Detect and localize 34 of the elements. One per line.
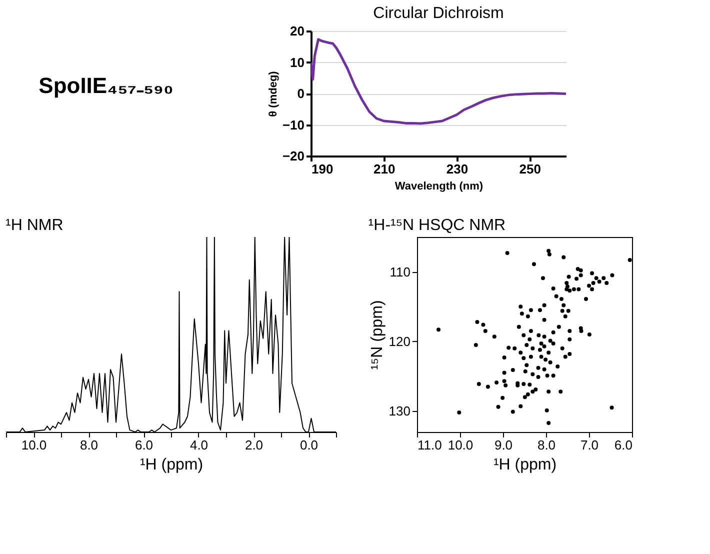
y-tick-label: −10 — [282, 117, 304, 132]
text: SpoIIE₄₅₇₋₅₉₀ — [38, 73, 174, 98]
y-tick-label: 110 — [390, 264, 410, 280]
y-tick-label: 130 — [388, 404, 410, 419]
x-tick-label: 250 — [519, 162, 541, 176]
y-tick-label: 10 — [290, 54, 304, 70]
y-tick-label: 20 — [290, 24, 304, 38]
chart-title: Circular Dichroism — [373, 5, 504, 22]
x-tick-label: 230 — [446, 162, 468, 176]
y-axis-title: ¹⁵N (ppm) — [368, 300, 386, 370]
x-tick-label: 4.0 — [190, 438, 208, 452]
x-tick-label: 9.0 — [494, 438, 513, 452]
y-tick-label: −20 — [282, 148, 304, 164]
y-tick-label: 0 — [297, 86, 304, 101]
line-series — [311, 38, 566, 125]
x-tick-label: 210 — [374, 162, 396, 176]
x-tick-label: 10.0 — [21, 438, 47, 452]
x-tick-label: 0.0 — [300, 438, 318, 452]
x-axis-title: ¹H (ppm) — [140, 456, 204, 474]
x-tick-label: 8.0 — [537, 438, 556, 452]
x-tick-label: 11.0 — [418, 438, 442, 452]
x-tick-label: 10.0 — [448, 438, 474, 452]
x-tick-label: 7.0 — [580, 438, 599, 452]
y-tick-label: 120 — [388, 334, 410, 349]
y-axis-title: θ (mdeg) — [267, 70, 280, 117]
x-tick-label: 6.0 — [614, 438, 632, 452]
x-tick-label: 2.0 — [244, 438, 264, 452]
x-tick-label: 190 — [312, 162, 334, 176]
chart-title: ¹H-¹⁵N HSQC NMR — [368, 217, 506, 234]
x-tick-label: 6.0 — [134, 438, 154, 452]
x-axis-title: ¹H (ppm) — [493, 456, 557, 474]
x-axis-title: Wavelength (nm) — [394, 180, 484, 192]
chart-title: ¹H NMR — [6, 217, 64, 234]
x-tick-label: 8.0 — [80, 438, 98, 452]
